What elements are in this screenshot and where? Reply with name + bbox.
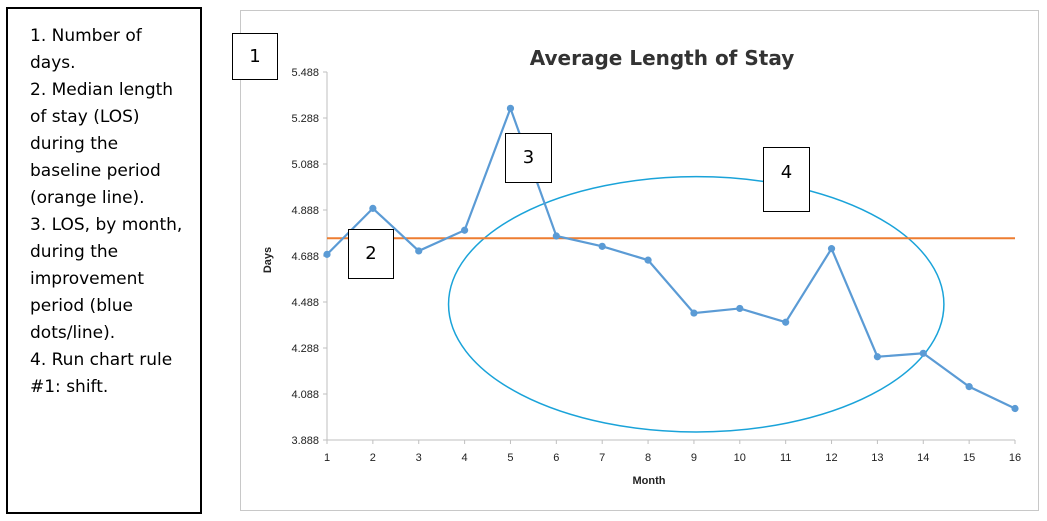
x-tick-label: 3 (416, 452, 422, 464)
x-tick-label: 5 (507, 452, 513, 464)
x-tick-label: 14 (917, 452, 929, 464)
shift-ellipse (447, 175, 945, 433)
y-tick-label: 5.488 (291, 67, 319, 79)
x-axis-title: Month (633, 475, 666, 487)
y-tick-label: 5.088 (291, 159, 319, 171)
data-point (919, 349, 927, 357)
marker-3: 3 (505, 133, 552, 183)
y-axis-title: Days (262, 247, 274, 273)
data-point (965, 383, 973, 391)
y-tick-label: 3.888 (291, 435, 319, 447)
x-tick-label: 8 (645, 452, 651, 464)
x-tick-label: 4 (462, 452, 468, 464)
x-tick-label: 9 (691, 452, 697, 464)
data-point (461, 226, 469, 234)
data-point (827, 245, 836, 253)
legend-item-3: 3. LOS, by month, during the improvement… (30, 215, 183, 343)
data-point (323, 250, 331, 258)
data-point (873, 353, 882, 361)
chart-title: Average Length of Stay (530, 46, 794, 70)
y-tick-label: 4.888 (291, 205, 319, 217)
data-point (782, 318, 790, 326)
marker-1: 1 (232, 33, 278, 80)
data-point (736, 304, 744, 313)
x-tick-label: 15 (963, 452, 975, 464)
y-tick-label: 4.488 (291, 297, 319, 309)
legend-panel: 1. Number of days. 2. Median length of s… (6, 7, 202, 514)
data-point (1011, 404, 1019, 413)
x-tick-label: 12 (825, 452, 837, 464)
los-series-line (326, 105, 1016, 410)
y-tick-label: 5.288 (291, 113, 319, 125)
x-tick-label: 11 (780, 452, 791, 464)
y-tick-label: 4.688 (291, 251, 319, 263)
x-tick-label: 2 (370, 452, 376, 464)
x-tick-label: 1 (324, 452, 330, 464)
x-tick-label: 10 (734, 452, 746, 464)
data-point (552, 232, 560, 240)
marker-4: 4 (763, 147, 810, 212)
legend-item-1: 1. Number of days. (30, 26, 142, 73)
data-point (598, 242, 606, 250)
data-point (690, 309, 698, 317)
chart-frame (240, 10, 1039, 511)
x-tick-label: 16 (1009, 452, 1021, 464)
data-point (369, 204, 377, 212)
legend-item-4: 4. Run chart rule #1: shift. (30, 350, 173, 397)
data-point (644, 256, 652, 264)
x-tick-label: 7 (599, 452, 605, 464)
x-tick-label: 13 (871, 452, 883, 464)
y-tick-label: 4.288 (291, 343, 319, 355)
legend-item-2: 2. Median length of stay (LOS) during th… (30, 80, 174, 208)
x-tick-label: 6 (553, 452, 559, 464)
marker-2: 2 (348, 229, 394, 279)
data-point (415, 247, 423, 255)
data-point (506, 104, 515, 112)
y-tick-label: 4.088 (291, 389, 319, 401)
